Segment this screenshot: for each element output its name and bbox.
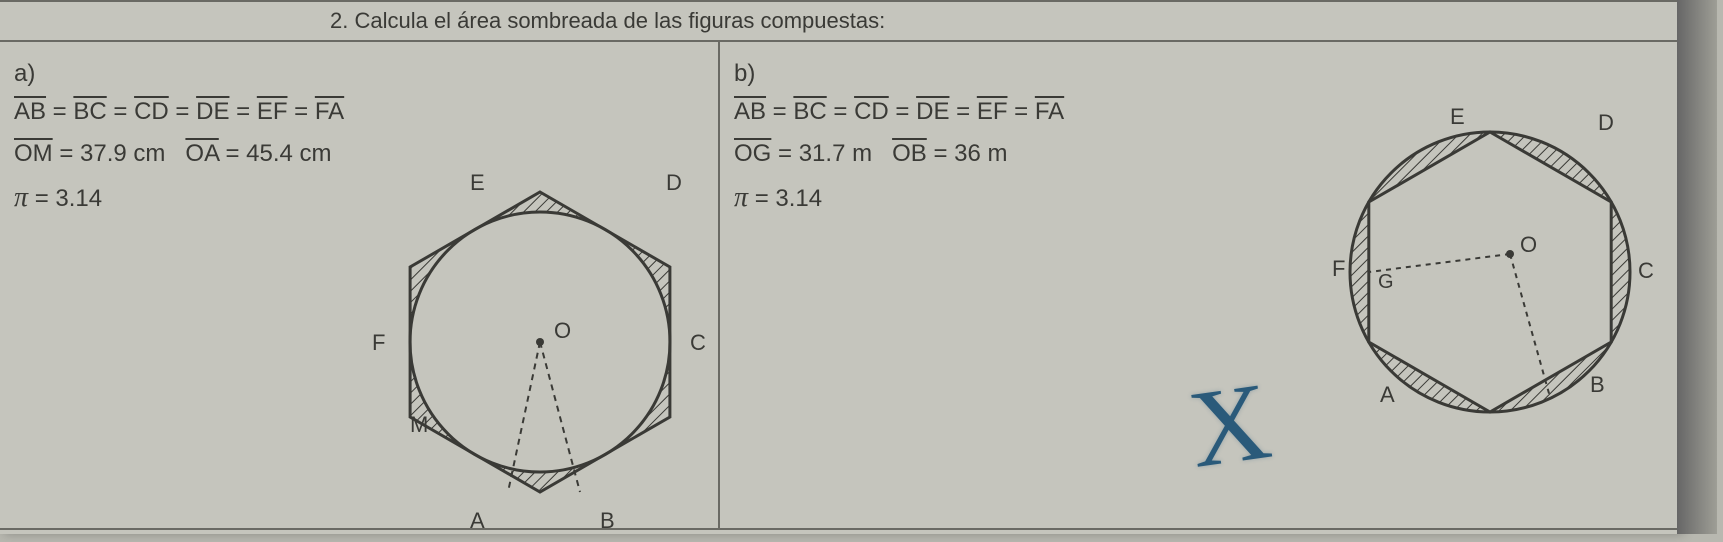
section-header: 2. Calcula el área sombreada de las figu… — [0, 0, 1677, 42]
circle-hexagon-svg: O E D C B A F G — [1320, 102, 1660, 442]
svg-text:A: A — [1380, 382, 1395, 407]
svg-text:C: C — [1638, 258, 1654, 283]
figure-b: O E D C B A F G — [1320, 102, 1660, 442]
svg-text:O: O — [1520, 232, 1537, 257]
svg-text:E: E — [1450, 104, 1465, 129]
problem-a-segments: AB = BC = CD = DE = EF = FA — [14, 98, 704, 126]
worksheet-page: 2. Calcula el área sombreada de las figu… — [0, 0, 1680, 534]
handwritten-cross: X — [1182, 357, 1278, 494]
problems-row: a) AB = BC = CD = DE = EF = FA OM = 37.9… — [0, 42, 1677, 530]
svg-text:C: C — [690, 330, 706, 355]
svg-text:O: O — [554, 318, 571, 343]
svg-text:D: D — [666, 170, 682, 195]
problem-b-label: b) — [734, 60, 1663, 88]
svg-text:E: E — [470, 170, 485, 195]
problem-b: b) AB = BC = CD = DE = EF = FA OG = 31.7… — [720, 42, 1677, 528]
svg-text:G: G — [1378, 271, 1394, 293]
problem-a-label: a) — [14, 60, 704, 88]
svg-text:B: B — [600, 508, 615, 533]
svg-text:F: F — [1332, 256, 1345, 281]
problem-a: a) AB = BC = CD = DE = EF = FA OM = 37.9… — [0, 42, 720, 528]
svg-text:B: B — [1590, 372, 1605, 397]
figure-a: O E D C B A F M — [360, 162, 720, 542]
hexagon-circle-svg: O E D C B A F M — [360, 162, 720, 542]
svg-text:A: A — [470, 508, 485, 533]
svg-text:D: D — [1598, 110, 1614, 135]
page-edge-shadow — [1677, 0, 1717, 534]
svg-text:M: M — [410, 412, 428, 437]
svg-text:F: F — [372, 330, 385, 355]
section-title: 2. Calcula el área sombreada de las figu… — [330, 8, 885, 34]
